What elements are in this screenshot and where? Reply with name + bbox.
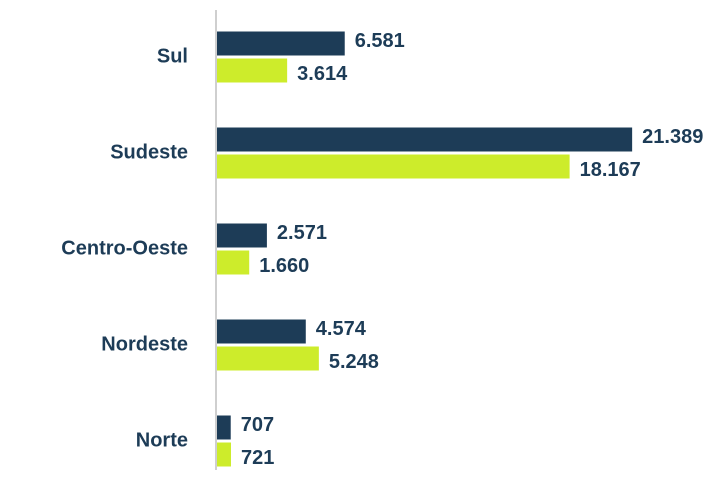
- bar: [217, 127, 633, 152]
- value-label: 21.389: [642, 126, 703, 148]
- category-label: Nordeste: [101, 333, 188, 355]
- bar: [217, 415, 231, 440]
- category-label: Sul: [157, 45, 188, 67]
- value-label: 18.167: [580, 159, 641, 181]
- bar: [217, 319, 306, 344]
- value-label: 4.574: [316, 318, 367, 340]
- value-label: 2.571: [277, 222, 327, 244]
- value-label: 5.248: [329, 351, 379, 373]
- value-label: 721: [241, 447, 274, 469]
- bar: [217, 58, 288, 83]
- bar: [217, 154, 570, 179]
- category-label: Norte: [136, 429, 188, 451]
- category-label: Centro-Oeste: [61, 237, 188, 259]
- bar: [217, 346, 319, 371]
- value-label: 6.581: [355, 30, 405, 52]
- value-label: 3.614: [297, 63, 348, 85]
- bar: [217, 442, 231, 467]
- category-label: Sudeste: [110, 141, 188, 163]
- bar: [217, 31, 345, 56]
- bar: [217, 223, 267, 248]
- value-label: 1.660: [259, 255, 309, 277]
- value-label: 707: [241, 414, 274, 436]
- bar: [217, 250, 250, 275]
